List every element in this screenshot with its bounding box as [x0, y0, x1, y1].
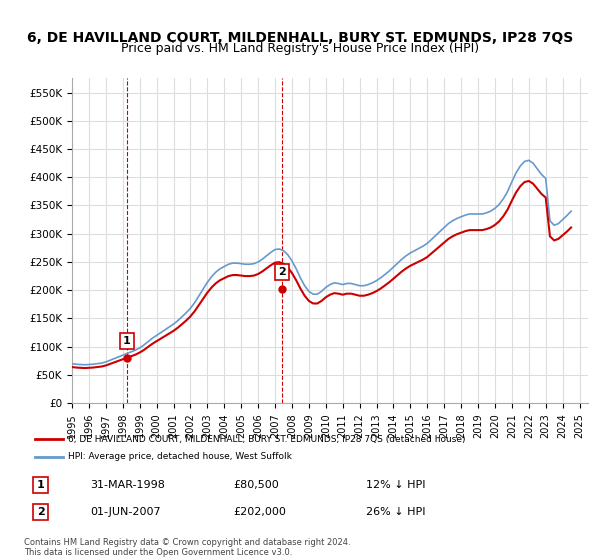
- Text: 1: 1: [123, 336, 131, 346]
- Text: HPI: Average price, detached house, West Suffolk: HPI: Average price, detached house, West…: [68, 452, 292, 461]
- Text: 6, DE HAVILLAND COURT, MILDENHALL, BURY ST. EDMUNDS, IP28 7QS: 6, DE HAVILLAND COURT, MILDENHALL, BURY …: [27, 31, 573, 45]
- Text: 12% ↓ HPI: 12% ↓ HPI: [366, 480, 426, 490]
- Text: 2: 2: [278, 267, 286, 277]
- Text: 31-MAR-1998: 31-MAR-1998: [90, 480, 165, 490]
- Text: 6, DE HAVILLAND COURT, MILDENHALL, BURY ST. EDMUNDS, IP28 7QS (detached house): 6, DE HAVILLAND COURT, MILDENHALL, BURY …: [68, 435, 466, 444]
- Text: £80,500: £80,500: [234, 480, 280, 490]
- Text: £202,000: £202,000: [234, 507, 287, 517]
- Text: 2: 2: [37, 507, 44, 517]
- Text: 1: 1: [37, 480, 44, 490]
- Text: 26% ↓ HPI: 26% ↓ HPI: [366, 507, 426, 517]
- Text: 01-JUN-2007: 01-JUN-2007: [90, 507, 161, 517]
- Text: Price paid vs. HM Land Registry's House Price Index (HPI): Price paid vs. HM Land Registry's House …: [121, 42, 479, 55]
- Text: Contains HM Land Registry data © Crown copyright and database right 2024.
This d: Contains HM Land Registry data © Crown c…: [24, 538, 350, 557]
